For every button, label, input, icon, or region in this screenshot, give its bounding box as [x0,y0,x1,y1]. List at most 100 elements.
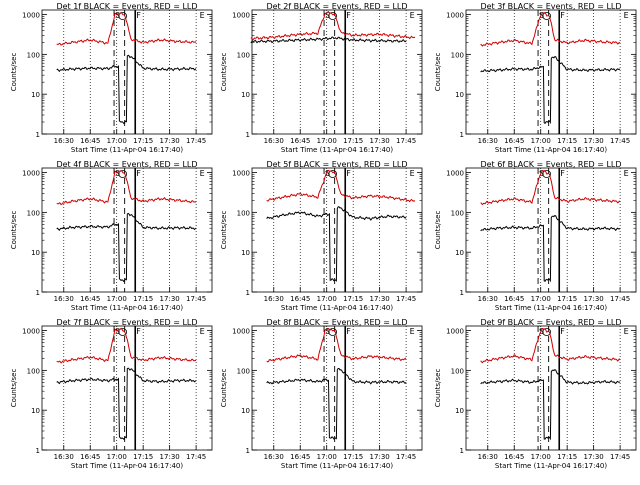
x-axis-label: Start Time (11-Apr-04 16:17:40) [495,304,607,312]
events-series-line [480,56,621,125]
x-tick-label: 16:30 [54,295,74,303]
y-axis-label: Counts/sec [220,211,228,250]
x-axis-label: Start Time (11-Apr-04 16:17:40) [71,304,183,312]
panel-det-8: Det 8f BLACK = Events, RED = LLD 1 10 100 10… [220,318,423,470]
lld-series-line [250,10,416,41]
y-tick-label: 10 [241,91,250,99]
x-axis-label: Start Time (11-Apr-04 16:17:40) [71,462,183,470]
y-tick-label: 1 [246,447,250,455]
plot-frame [41,325,213,451]
y-tick-label: 10 [31,407,40,415]
y-tick-label: 1000 [232,12,250,20]
x-tick-label: 17:00 [317,137,337,145]
x-tick-label: 17:00 [531,295,551,303]
plot-frame [251,325,423,451]
events-series-line [266,206,407,282]
peak-circle-marker [118,328,128,336]
y-tick-label: 100 [237,209,250,217]
marker-label-s: S [539,11,544,20]
y-tick-label: 100 [27,51,40,59]
x-tick-label: 17:00 [317,453,337,461]
peak-circle-marker [542,328,552,336]
events-series-line [480,369,621,441]
x-tick-label: 17:00 [107,137,127,145]
marker-label-e: E [410,169,415,178]
y-tick-label: 100 [237,367,250,375]
marker-label-e: E [624,169,629,178]
panel-title: Det 1f BLACK = Events, RED = LLD [56,2,197,11]
lld-series-line [56,11,197,46]
y-axis-label: Counts/sec [10,211,18,250]
y-tick-label: 1 [36,447,40,455]
plot-frame [251,167,423,293]
panel-det-4: Det 4f BLACK = Events, RED = LLD 1 10 100 10… [10,160,213,312]
panel-title: Det 5f BLACK = Events, RED = LLD [266,160,407,169]
y-tick-label: 1 [36,131,40,139]
plot-frame [465,167,637,293]
x-tick-label: 17:45 [186,137,206,145]
x-tick-label: 17:00 [531,137,551,145]
x-tick-label: 17:45 [396,453,416,461]
marker-label-f: F [346,169,351,178]
y-tick-label: 100 [451,51,464,59]
x-tick-label: 17:30 [584,137,604,145]
marker-label-s: S [539,169,544,178]
x-tick-label: 17:15 [343,453,363,461]
x-tick-label: 16:30 [264,295,284,303]
panel-title: Det 7f BLACK = Events, RED = LLD [56,318,197,327]
panel-det-3: Det 3f BLACK = Events, RED = LLD 1 10 100 10… [434,2,637,154]
x-tick-label: 17:00 [531,453,551,461]
x-tick-label: 17:15 [133,453,153,461]
x-tick-label: 16:30 [478,453,498,461]
y-tick-label: 1 [460,447,464,455]
panel-det-7: Det 7f BLACK = Events, RED = LLD 1 10 100 10… [10,318,213,470]
marker-label-f: F [560,169,565,178]
y-tick-label: 1 [36,289,40,297]
y-tick-label: 1000 [446,328,464,336]
marker-label-e: E [624,11,629,20]
events-series-line [250,36,407,44]
x-tick-label: 16:30 [264,453,284,461]
lld-series-line [480,170,621,206]
y-tick-label: 100 [237,51,250,59]
y-axis-label: Counts/sec [434,53,442,92]
y-tick-label: 1 [460,131,464,139]
x-tick-label: 16:45 [504,295,524,303]
x-tick-label: 17:00 [317,295,337,303]
marker-label-e: E [624,327,629,336]
x-tick-label: 17:45 [186,295,206,303]
peak-circle-marker [118,170,128,178]
panel-title: Det 3f BLACK = Events, RED = LLD [480,2,621,11]
x-tick-label: 17:45 [396,137,416,145]
x-axis-label: Start Time (11-Apr-04 16:17:40) [281,304,393,312]
y-tick-label: 1 [460,289,464,297]
y-tick-label: 1 [246,289,250,297]
plot-frame [465,9,637,135]
events-series-line [56,54,197,125]
marker-label-f: F [560,11,565,20]
y-tick-label: 1000 [232,328,250,336]
plot-frame [251,9,423,135]
events-series-line [480,215,621,283]
x-tick-label: 17:15 [343,137,363,145]
x-axis-label: Start Time (11-Apr-04 16:17:40) [281,462,393,470]
marker-label-f: F [136,327,141,336]
y-axis-label: Counts/sec [10,53,18,92]
x-tick-label: 16:45 [290,295,310,303]
x-tick-label: 17:30 [370,295,390,303]
marker-label-e: E [410,11,415,20]
y-tick-label: 100 [27,209,40,217]
panel-title: Det 6f BLACK = Events, RED = LLD [480,160,621,169]
y-tick-label: 10 [241,249,250,257]
marker-label-f: F [346,327,351,336]
x-tick-label: 17:45 [396,295,416,303]
x-tick-label: 16:30 [54,137,74,145]
marker-label-f: F [136,11,141,20]
x-tick-label: 17:00 [107,453,127,461]
peak-circle-marker [118,12,128,20]
lld-series-line [56,169,197,206]
y-tick-label: 1000 [232,170,250,178]
x-tick-label: 16:30 [54,453,74,461]
peak-circle-marker [328,12,338,20]
marker-label-f: F [346,11,351,20]
